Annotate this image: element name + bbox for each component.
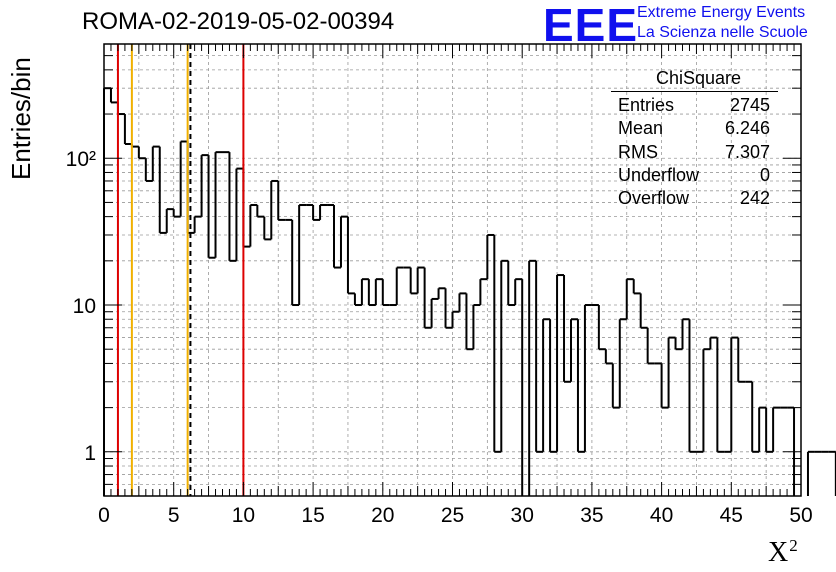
- x-tick-label: 5: [168, 504, 180, 527]
- stats-title: ChiSquare: [655, 68, 742, 88]
- y-tick-label: 10: [73, 295, 96, 318]
- x-tick-label: 35: [580, 504, 603, 527]
- y-tick-label: 10²: [66, 148, 96, 171]
- y-axis-label: Entries/bin: [6, 57, 36, 180]
- x-tick-label: 40: [650, 504, 673, 527]
- stats-row-rms: RMS 7.307: [611, 141, 778, 164]
- eee-logo: EEE: [543, 0, 639, 51]
- stats-value: 0: [759, 164, 770, 185]
- stats-divider: [611, 91, 778, 92]
- x-tick-label: 0: [98, 504, 110, 527]
- stats-row-underflow: Underflow 0: [611, 164, 778, 187]
- stats-value: 6.246: [724, 118, 770, 139]
- stats-value: 7.307: [724, 141, 770, 162]
- plot-title: ROMA-02-2019-05-02-00394: [82, 8, 395, 35]
- threshold-lines: [116, 44, 245, 496]
- x-tick-label: 50: [789, 504, 812, 527]
- logo-line-1: Extreme Energy Events: [637, 4, 806, 21]
- grid-lines: [104, 43, 801, 497]
- x-tick-label: 30: [511, 504, 534, 527]
- stats-label: Mean: [618, 118, 664, 139]
- stats-box: ChiSquare Entries 2745 Mean 6.246 RMS 7.…: [611, 68, 778, 210]
- y-tick-label: 1: [84, 442, 96, 465]
- x-tick-label: 15: [301, 504, 324, 527]
- stats-row-mean: Mean 6.246: [611, 117, 778, 140]
- stats-label: Entries: [618, 95, 675, 115]
- stats-row-overflow: Overflow 242: [611, 187, 778, 210]
- x-tick-label: 45: [720, 504, 743, 527]
- x-tick-label: 25: [441, 504, 464, 527]
- stats-row-entries: Entries 2745: [611, 94, 778, 117]
- plot-frame: [103, 43, 802, 497]
- histogram-bars: [103, 87, 836, 496]
- x-tick-label: 20: [371, 504, 394, 527]
- x-axis-label: X2: [768, 536, 798, 568]
- stats-label: RMS: [618, 141, 658, 162]
- stats-label: Overflow: [618, 188, 690, 209]
- x-tick-label: 10: [232, 504, 255, 527]
- stats-label: Underflow: [618, 164, 700, 185]
- stats-value: 2745: [729, 95, 770, 115]
- logo-line-2: La Scienza nelle Scuole: [637, 24, 808, 41]
- stats-value: 242: [739, 188, 770, 209]
